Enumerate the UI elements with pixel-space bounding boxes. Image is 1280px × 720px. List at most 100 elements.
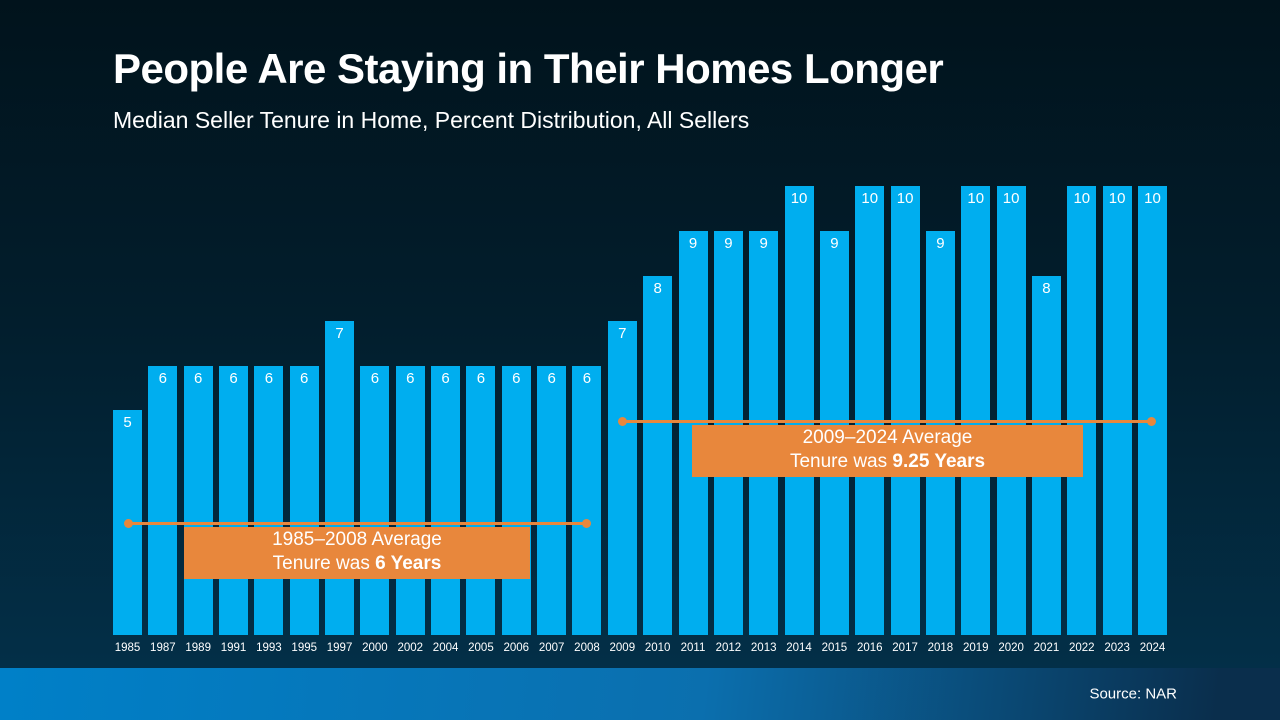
x-tick-2024: 2024 [1139,642,1166,654]
x-tick-2006: 2006 [503,642,530,654]
bar-1995: 6 [289,366,319,635]
bar-value-label-2013: 9 [759,235,768,252]
x-tick-1991: 1991 [220,642,247,654]
bar-2014: 10 [784,186,814,635]
annotation-span-line-2009-2024 [618,416,1157,426]
x-tick-1989: 1989 [185,642,211,654]
bar-value-label-1991: 6 [229,370,238,387]
bar-value-label-1993: 6 [264,370,274,387]
annotation-box-1985-2008: 1985–2008 Average Tenure was 6 Years [184,527,530,579]
bar-2016: 10 [855,186,885,635]
bar-2006: 6 [501,366,531,635]
x-tick-1985: 1985 [114,642,141,654]
x-tick-2004: 2004 [432,642,459,654]
bar-value-label-2022: 10 [1073,190,1091,207]
bar-1993: 6 [254,366,284,635]
x-tick-2010: 2010 [644,642,671,654]
x-tick-2013: 2013 [750,642,777,654]
bar-value-label-2020: 10 [1002,190,1020,207]
bar-value-label-2012: 9 [724,235,733,252]
bar-1987: 6 [148,366,178,635]
bar-value-label-2018: 9 [936,235,945,252]
bar-value-label-2009: 7 [618,325,627,342]
x-tick-2008: 2008 [574,642,600,654]
x-tick-1997: 1997 [326,642,353,654]
x-tick-2002: 2002 [397,642,424,654]
bar-2002: 6 [395,366,425,635]
bar-value-label-2004: 6 [441,370,450,387]
bar-value-label-2017: 10 [896,190,914,207]
x-axis: 1985 1987 1989 1991 1993 1995 1997 2000 2002 2004… [113,642,1167,658]
bar-2000: 6 [360,366,390,635]
bar-value-label-2023: 10 [1108,190,1126,207]
bar-value-label-1985: 5 [123,414,132,431]
bar-value-label-2011: 9 [688,235,698,252]
bar-2005: 6 [466,366,496,635]
bar-value-label-1995: 6 [300,370,309,387]
annotation-1985-2008-line1: 1985–2008 Average [272,529,442,550]
bar-2022: 10 [1067,186,1097,635]
x-tick-2022: 2022 [1069,642,1095,654]
bar-value-label-2002: 6 [406,370,415,387]
bar-2019: 10 [961,186,991,635]
annotation-2009-2024-bold: 9.25 Years [892,451,986,472]
x-tick-1995: 1995 [291,642,318,654]
x-tick-2021: 2021 [1033,642,1060,654]
bar-value-label-1997: 7 [335,325,344,342]
chart-header: People Are Staying in Their Homes Longer… [113,45,944,134]
footer-bar: Source: NAR [0,668,1280,720]
x-tick-2011: 2011 [680,642,706,654]
bar-2017: 10 [890,186,920,635]
annotation-2009-2024-line1: 2009–2024 Average [802,427,973,448]
x-tick-2005: 2005 [468,642,494,654]
annotation-box-2009-2024: 2009–2024 Average Tenure was 9.25 Years [692,425,1083,477]
annotation-1985-2008-line2: Tenure was [272,553,376,574]
bar-2023: 10 [1102,186,1132,635]
x-tick-2014: 2014 [786,642,812,654]
x-tick-2016: 2016 [856,642,883,654]
x-tick-2023: 2023 [1104,642,1130,654]
bar-value-label-2000: 6 [370,370,380,387]
bar-value-label-2005: 6 [476,370,486,387]
x-tick-2020: 2020 [998,642,1024,654]
bar-value-label-2008: 6 [582,370,592,387]
x-tick-2000: 2000 [362,642,388,654]
bar-value-label-2015: 9 [830,235,839,252]
annotation-span-line-1985-2008 [123,518,592,528]
bar-value-label-2014: 10 [790,190,808,207]
bar-2007: 6 [537,366,567,635]
bar-2020: 10 [996,186,1026,635]
bar-2024: 10 [1138,186,1167,635]
x-tick-1987: 1987 [150,642,176,654]
x-tick-2012: 2012 [715,642,742,654]
bar-value-label-2007: 6 [547,370,556,387]
bar-1989: 6 [183,366,213,635]
annotation-1985-2008-bold: 6 Years [375,553,442,574]
bar-2009: 7 [607,321,637,635]
bar-value-label-1987: 6 [158,370,168,387]
bar-1997: 7 [325,321,355,635]
bar-value-label-2006: 6 [512,370,521,387]
page-subtitle: Median Seller Tenure in Home, Percent Di… [113,107,750,134]
page-title: People Are Staying in Their Homes Longer [113,45,944,92]
bar-value-label-2021: 8 [1042,280,1051,297]
x-tick-1993: 1993 [256,642,282,654]
x-tick-2017: 2017 [892,642,918,654]
bar-value-label-2024: 10 [1144,190,1161,207]
source-label: Source: NAR [1089,685,1177,703]
x-tick-2019: 2019 [962,642,989,654]
x-tick-2007: 2007 [538,642,565,654]
bar-2004: 6 [431,366,461,635]
bar-2008: 6 [572,366,602,635]
bar-2010: 8 [643,276,673,635]
annotation-2009-2024-line2: Tenure was [789,451,893,472]
bar-chart-plot-area: 1985–2008 Average Tenure was 6 Years 200… [113,186,1167,635]
bar-value-label-2010: 8 [653,280,662,297]
bar-1991: 6 [219,366,249,635]
bar-value-label-1989: 6 [194,370,203,387]
x-tick-2018: 2018 [927,642,954,654]
x-tick-2009: 2009 [609,642,636,654]
bar-value-label-2016: 10 [861,190,879,207]
x-tick-2015: 2015 [821,642,848,654]
